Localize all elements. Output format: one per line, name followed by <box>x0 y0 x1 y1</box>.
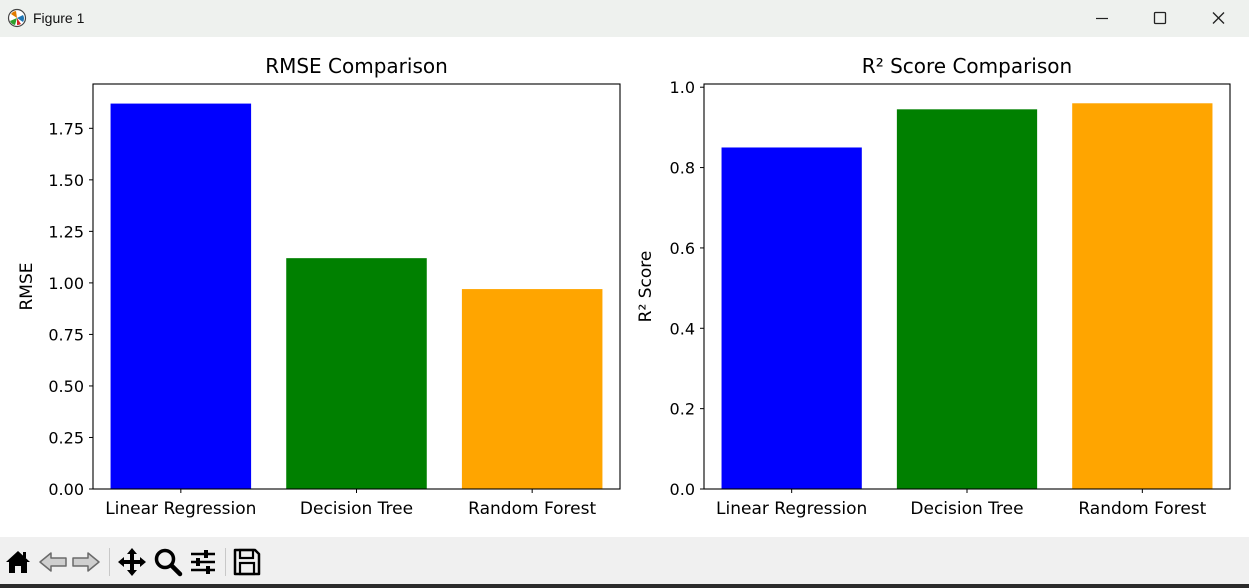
bar <box>461 289 603 489</box>
navigation-toolbar <box>0 537 1249 588</box>
x-tick-label: Linear Regression <box>105 499 256 519</box>
y-tick-label: 0.50 <box>48 377 84 396</box>
y-tick-label: 1.25 <box>48 222 84 241</box>
y-tick-label: 0.0 <box>670 480 695 499</box>
y-tick-label: 1.75 <box>48 119 84 138</box>
title-bar: Figure 1 <box>0 0 1249 37</box>
y-tick-label: 0.6 <box>670 239 695 258</box>
maximize-button[interactable] <box>1131 0 1189 37</box>
y-tick-label: 0.75 <box>48 325 84 344</box>
chart-rmse <box>89 83 621 493</box>
y-axis-label: RMSE <box>17 262 37 310</box>
window-bottom-edge <box>0 584 1249 588</box>
y-tick-label: 0.2 <box>670 400 695 419</box>
home-icon[interactable] <box>2 546 34 578</box>
pan-icon[interactable] <box>116 546 148 578</box>
y-tick-label: 0.8 <box>670 159 695 178</box>
configure-subplots-icon[interactable] <box>187 546 219 578</box>
chart-r2 <box>700 83 1231 493</box>
chart-title: RMSE Comparison <box>265 54 448 78</box>
bar <box>110 103 252 490</box>
window-title: Figure 1 <box>33 10 85 26</box>
toolbar-separator <box>109 548 110 576</box>
x-tick-label: Linear Regression <box>716 499 867 519</box>
forward-arrow-icon[interactable] <box>70 546 102 578</box>
y-tick-label: 0.00 <box>48 480 84 499</box>
y-tick-label: 1.00 <box>48 274 84 293</box>
zoom-icon[interactable] <box>152 546 184 578</box>
matplotlib-app-icon <box>7 8 27 28</box>
x-tick-label: Decision Tree <box>910 499 1023 519</box>
y-tick-label: 1.50 <box>48 171 84 190</box>
x-tick-label: Decision Tree <box>300 499 413 519</box>
y-axis-label: R² Score <box>636 251 656 323</box>
bar <box>896 109 1038 489</box>
minimize-button[interactable] <box>1073 0 1131 37</box>
x-tick-label: Random Forest <box>468 499 596 519</box>
y-tick-label: 0.4 <box>670 319 695 338</box>
toolbar-separator <box>225 548 226 576</box>
bar <box>286 258 427 489</box>
back-arrow-icon[interactable] <box>37 546 69 578</box>
y-tick-label: 1.0 <box>670 78 695 97</box>
axes-frame <box>92 83 621 490</box>
y-tick-label: 0.25 <box>48 428 84 447</box>
close-button[interactable] <box>1189 0 1247 37</box>
axes-frame <box>703 83 1231 490</box>
chart-title: R² Score Comparison <box>862 54 1072 78</box>
x-tick-label: Random Forest <box>1078 499 1206 519</box>
figure-svg: Linear Regression Decision Tree Random For… <box>17 54 1231 519</box>
bar <box>721 147 862 489</box>
save-icon[interactable] <box>231 546 263 578</box>
figure-canvas: Linear Regression Decision Tree Random For… <box>0 37 1249 537</box>
bar <box>1072 103 1213 490</box>
